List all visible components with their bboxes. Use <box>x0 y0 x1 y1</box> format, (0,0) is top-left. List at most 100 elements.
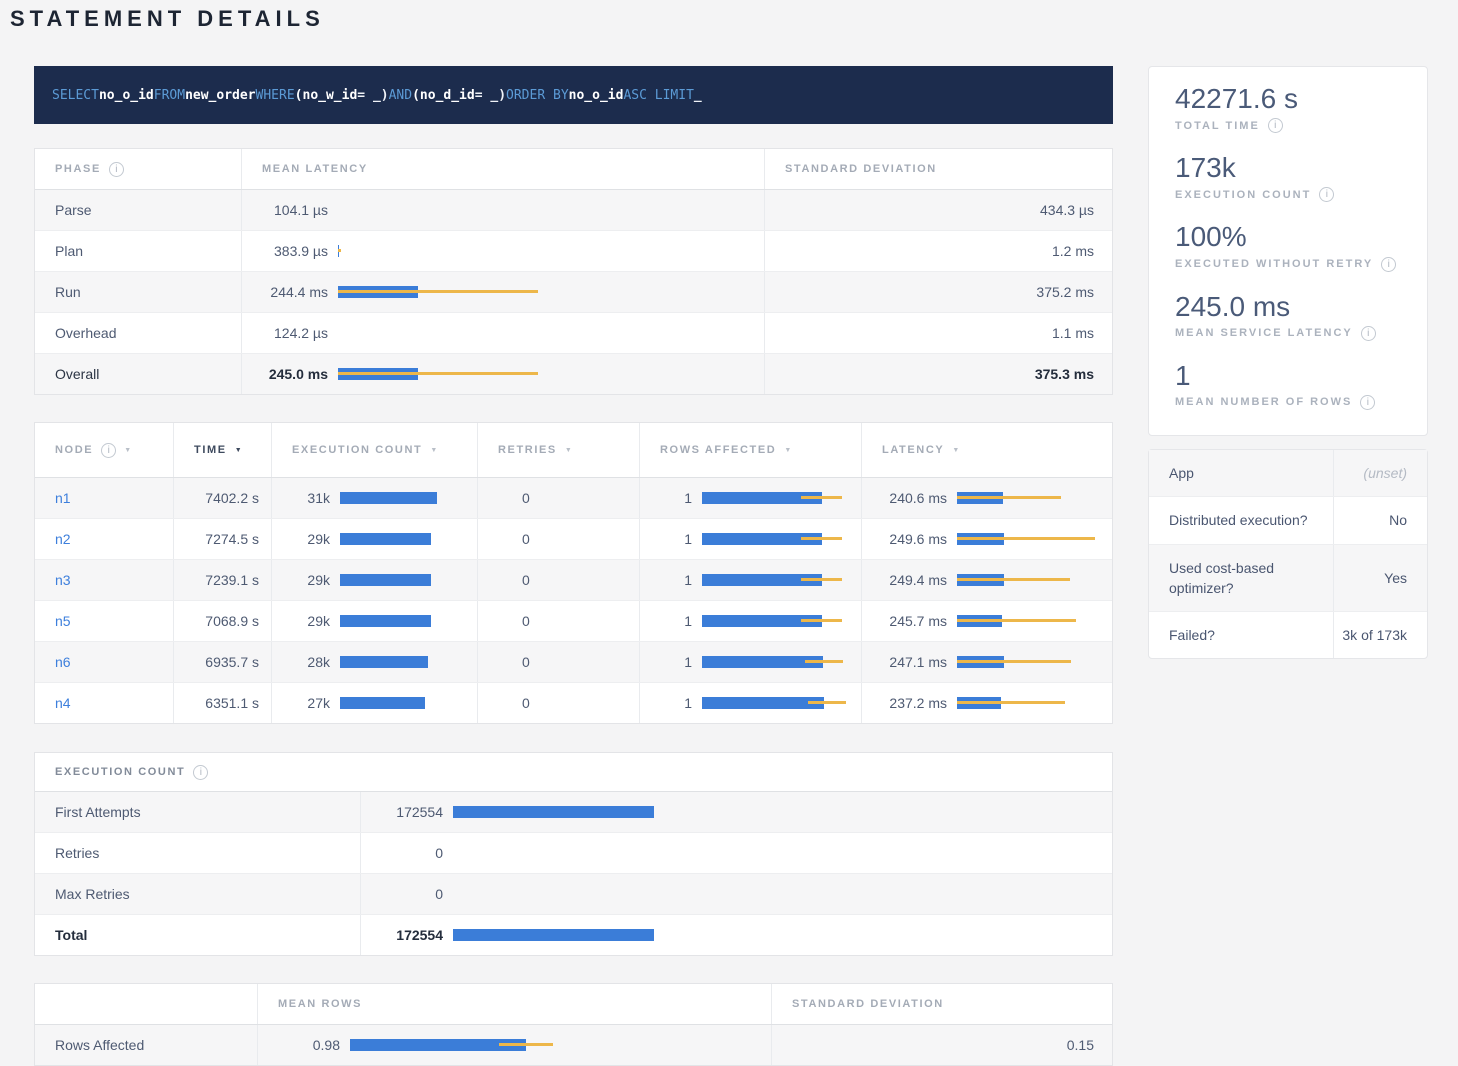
table-row: n3 7239.1 s 29k 0 1 249.4 ms <box>35 559 1112 600</box>
execution-count-cell: 29k <box>271 519 477 559</box>
latency-cell: 249.6 ms <box>861 519 1114 559</box>
sql-token: (no_d_id <box>412 88 475 103</box>
mean-rows-value: 0.98 <box>258 1037 340 1053</box>
stat-value: 173k <box>1175 152 1401 184</box>
execution-count-table: EXECUTION COUNT i First Attempts 172554 … <box>34 752 1113 956</box>
sort-desc-icon[interactable]: ▼ <box>952 447 961 454</box>
time-column-header[interactable]: TIME ▼ <box>173 423 271 477</box>
execution-count-column-header[interactable]: EXECUTION COUNT ▼ <box>271 423 477 477</box>
rows-affected-cell: 1 <box>639 478 861 518</box>
latency-bar <box>957 697 1098 709</box>
latency-bar <box>338 245 764 257</box>
table-row: Total 172554 <box>35 914 1112 955</box>
stat-mean-service-latency: 245.0 ms MEAN SERVICE LATENCY i <box>1175 291 1401 341</box>
table-row: Overhead 124.2 µs 1.1 ms <box>35 312 1112 353</box>
mean-latency-value: 104.1 µs <box>242 202 328 218</box>
sort-desc-icon[interactable]: ▼ <box>784 447 793 454</box>
sort-desc-icon[interactable]: ▼ <box>565 447 574 454</box>
latency-value: 245.7 ms <box>862 613 947 629</box>
execution-count-bar <box>340 574 441 586</box>
node-link[interactable]: n4 <box>55 695 71 711</box>
info-icon[interactable]: i <box>1361 326 1376 341</box>
standard-deviation-column-header: STANDARD DEVIATION <box>771 984 1114 1024</box>
detail-label: Used cost-based optimizer? <box>1149 545 1333 612</box>
node-link[interactable]: n5 <box>55 613 71 629</box>
sql-statement-box: SELECT no_o_id FROM new_order WHERE (no_… <box>34 66 1113 124</box>
latency-column-header[interactable]: LATENCY ▼ <box>861 423 1114 477</box>
table-row: n5 7068.9 s 29k 0 1 245.7 ms <box>35 600 1112 641</box>
stat-execution-count: 173k EXECUTION COUNT i <box>1175 152 1401 202</box>
info-icon[interactable]: i <box>1360 395 1375 410</box>
rows-affected-bar <box>702 574 847 586</box>
rows-affected-column-header[interactable]: ROWS AFFECTED ▼ <box>639 423 861 477</box>
std-dev-value: 1.2 ms <box>764 231 1114 271</box>
mean-latency-value: 383.9 µs <box>242 243 328 259</box>
std-dev-value: 1.1 ms <box>764 313 1114 353</box>
execution-count-cell: 28k <box>271 642 477 682</box>
time-value: 6935.7 s <box>173 642 271 682</box>
stat-label-text: TOTAL TIME <box>1175 120 1260 132</box>
execution-count-bar <box>340 533 441 545</box>
exec-row-label: Total <box>35 915 360 955</box>
sort-desc-icon[interactable]: ▼ <box>430 447 439 454</box>
table-row: Run 244.4 ms 375.2 ms <box>35 271 1112 312</box>
latency-value: 240.6 ms <box>862 490 947 506</box>
mean-latency-value: 124.2 µs <box>242 325 328 341</box>
latency-bar <box>338 286 764 298</box>
info-icon[interactable]: i <box>193 765 208 780</box>
stat-label: MEAN SERVICE LATENCY i <box>1175 326 1401 341</box>
info-icon[interactable]: i <box>109 162 124 177</box>
info-icon[interactable]: i <box>1319 187 1334 202</box>
stat-executed-without-retry: 100% EXECUTED WITHOUT RETRY i <box>1175 221 1401 271</box>
execution-count-table-header: EXECUTION COUNT i <box>35 753 1112 791</box>
execution-count-value: 31k <box>272 490 330 506</box>
execution-count-header-label: EXECUTION COUNT <box>292 444 422 456</box>
sort-desc-icon[interactable]: ▼ <box>124 447 133 454</box>
info-icon[interactable]: i <box>1381 257 1396 272</box>
retries-column-header[interactable]: RETRIES ▼ <box>477 423 639 477</box>
mean-latency-cell: 383.9 µs <box>241 231 764 271</box>
node-column-header[interactable]: NODE i ▼ <box>35 423 173 477</box>
retries-value: 0 <box>477 560 639 600</box>
rows-affected-cell: 1 <box>639 560 861 600</box>
info-icon[interactable]: i <box>1268 118 1283 133</box>
sql-token: _ <box>694 88 702 103</box>
rows-affected-bar <box>702 615 847 627</box>
sql-token: SELECT <box>52 88 99 103</box>
stat-mean-number-of-rows: 1 MEAN NUMBER OF ROWS i <box>1175 360 1401 410</box>
exec-row-label: Retries <box>35 833 360 873</box>
mean-latency-cell: 244.4 ms <box>241 272 764 312</box>
detail-value: No <box>1333 497 1427 543</box>
node-link[interactable]: n3 <box>55 572 71 588</box>
node-link[interactable]: n6 <box>55 654 71 670</box>
node-link[interactable]: n1 <box>55 490 71 506</box>
sql-token: = _) <box>475 88 506 103</box>
rows-affected-cell: 1 <box>639 519 861 559</box>
table-row: Overall 245.0 ms 375.3 ms <box>35 353 1112 394</box>
mean-rows-column-header: MEAN ROWS <box>257 984 771 1024</box>
sort-desc-icon[interactable]: ▼ <box>235 447 244 454</box>
retries-value: 0 <box>477 478 639 518</box>
execution-count-value: 29k <box>272 613 330 629</box>
rows-affected-value: 1 <box>640 531 692 547</box>
detail-row-failed: Failed? 3k of 173k <box>1149 611 1427 658</box>
latency-cell: 237.2 ms <box>861 683 1114 723</box>
latency-bar <box>338 368 764 380</box>
rows-affected-value: 1 <box>640 490 692 506</box>
execution-count-value: 29k <box>272 572 330 588</box>
phase-label: Overall <box>35 354 241 394</box>
latency-bar <box>957 615 1098 627</box>
table-row: n2 7274.5 s 29k 0 1 249.6 ms <box>35 518 1112 559</box>
stat-label-text: EXECUTED WITHOUT RETRY <box>1175 258 1373 270</box>
mean-rows-cell: 0.98 <box>257 1025 771 1065</box>
stat-label-text: MEAN NUMBER OF ROWS <box>1175 396 1352 408</box>
exec-count-bar <box>453 806 674 818</box>
rows-affected-label: Rows Affected <box>35 1025 257 1065</box>
info-icon[interactable]: i <box>101 443 116 458</box>
stat-label: EXECUTION COUNT i <box>1175 187 1401 202</box>
node-link[interactable]: n2 <box>55 531 71 547</box>
std-dev-value: 434.3 µs <box>764 190 1114 230</box>
latency-value: 237.2 ms <box>862 695 947 711</box>
mean-latency-column-header: MEAN LATENCY <box>241 149 764 189</box>
mean-latency-value: 245.0 ms <box>242 366 328 382</box>
